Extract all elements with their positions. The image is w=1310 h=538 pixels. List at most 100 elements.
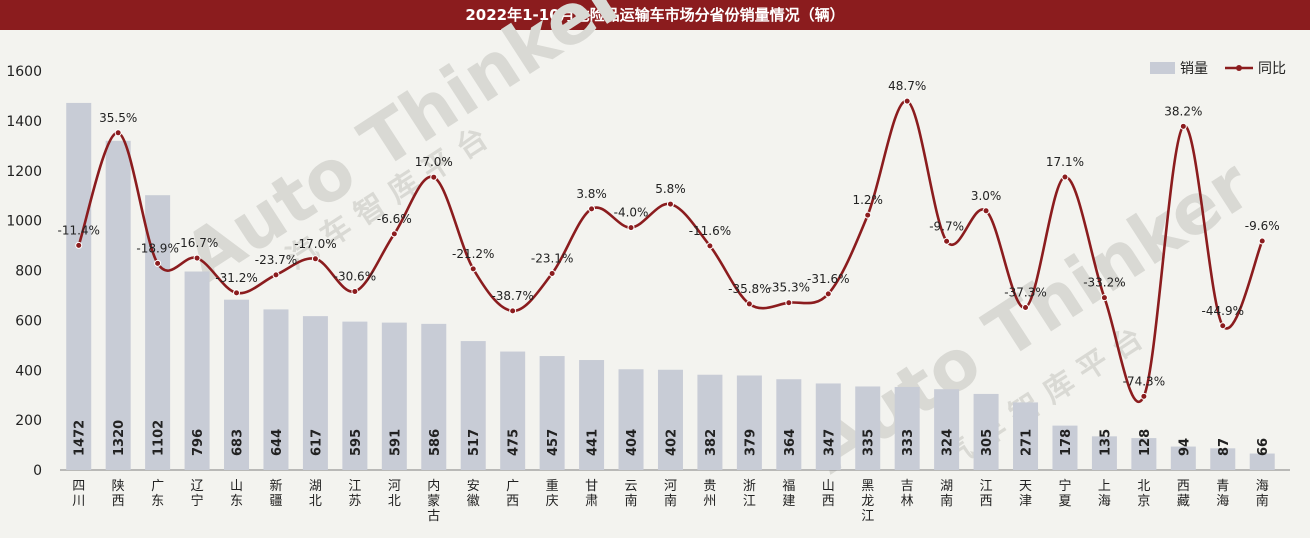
yoy-label: 48.7% (888, 79, 926, 93)
bar (973, 393, 999, 470)
y-tick-label: 200 (15, 413, 42, 429)
bar (815, 383, 841, 470)
x-tick-label: 湖南 (940, 479, 953, 509)
bar (421, 323, 447, 470)
yoy-point (785, 299, 793, 307)
x-tick-label: 四川 (72, 479, 85, 509)
x-tick-label: 江苏 (348, 479, 361, 509)
bar-labels: 1472 1320 1102 796 683 644 617 595 591 586 517 475 4… (73, 420, 1271, 456)
x-tick-label: 西藏 (1177, 479, 1190, 509)
yoy-label: -35.8% (728, 282, 770, 296)
yoy-point (272, 271, 280, 279)
bar-value-label: 402 (664, 429, 679, 456)
bar-value-label: 404 (625, 429, 640, 456)
yoy-label: -16.7% (176, 236, 218, 250)
bar-value-label: 271 (1020, 429, 1035, 456)
yoy-point (509, 307, 517, 315)
yoy-point (745, 300, 753, 308)
x-tick-label: 河南 (664, 479, 677, 509)
y-tick-label: 1200 (6, 164, 42, 180)
y-tick-label: 1400 (6, 114, 42, 130)
x-tick-label: 河北 (388, 479, 401, 509)
yoy-label: -21.2% (452, 247, 494, 261)
yoy-point (1100, 294, 1108, 302)
bar-value-label: 475 (507, 429, 522, 456)
y-tick-label: 400 (15, 363, 42, 379)
yoy-point (864, 211, 872, 219)
y-axis: 0 200 400 600 800 1000 1200 1400 1600 (6, 64, 42, 479)
yoy-label: -37.3% (1004, 286, 1046, 300)
bar-value-label: 135 (1098, 429, 1113, 456)
yoy-label: 35.5% (99, 111, 137, 125)
x-tick-label: 湖北 (309, 479, 322, 509)
bar-value-label: 87 (1217, 438, 1232, 456)
yoy-label: -6.6% (377, 212, 412, 226)
bar-value-label: 364 (783, 429, 798, 456)
yoy-label: -23.7% (255, 253, 297, 267)
yoy-point (706, 242, 714, 250)
bar (66, 102, 92, 471)
yoy-label: -38.7% (491, 289, 533, 303)
x-tick-label: 宁夏 (1058, 478, 1071, 509)
bar-value-label: 683 (231, 429, 246, 456)
yoy-point (430, 173, 438, 181)
yoy-label: 17.0% (415, 155, 453, 169)
bar-value-label: 305 (980, 429, 995, 456)
bar-value-label: 1472 (73, 420, 88, 456)
bar-value-label: 441 (586, 429, 601, 456)
yoy-label: 3.8% (576, 187, 607, 201)
bar-value-label: 595 (349, 429, 364, 456)
yoy-point (824, 290, 832, 298)
x-tick-label: 黑龙江 (861, 479, 874, 524)
legend: 销量 同比 (1150, 61, 1286, 77)
x-tick-label: 江西 (980, 479, 993, 509)
bar (302, 316, 328, 470)
yoy-point (351, 287, 359, 295)
x-tick-label: 安徽 (467, 479, 480, 509)
bar-value-label: 1320 (112, 420, 127, 456)
x-tick-label: 内蒙古 (427, 478, 440, 524)
yoy-label: -30.6% (334, 269, 376, 283)
yoy-point (903, 97, 911, 105)
yoy-label: -11.4% (57, 223, 99, 237)
x-tick-label: 浙江 (743, 479, 756, 509)
legend-swatch-bar (1150, 62, 1175, 74)
bar (184, 271, 210, 470)
yoy-point (390, 230, 398, 238)
yoy-label: -9.6% (1245, 219, 1280, 233)
yoy-label: -9.7% (929, 219, 964, 233)
yoy-point (588, 205, 596, 213)
yoy-points (75, 97, 1266, 400)
bar-value-label: 591 (388, 429, 403, 456)
yoy-point (627, 224, 635, 232)
bar (500, 351, 526, 470)
bar-value-label: 644 (270, 429, 285, 456)
x-tick-label: 福建 (782, 479, 795, 509)
x-tick-label: 辽宁 (191, 479, 204, 509)
x-tick-label: 青海 (1216, 479, 1229, 509)
y-tick-label: 600 (15, 313, 42, 329)
x-tick-label: 广西 (506, 479, 519, 509)
y-tick-label: 0 (33, 463, 42, 479)
bar (1170, 446, 1196, 470)
legend-label-bar: 销量 (1180, 61, 1208, 77)
bar-value-label: 178 (1059, 429, 1074, 456)
bar (539, 356, 565, 470)
bar (855, 386, 881, 470)
x-tick-label: 新疆 (269, 478, 282, 509)
y-tick-label: 1000 (6, 214, 42, 230)
yoy-point (469, 265, 477, 273)
yoy-line (77, 99, 1264, 403)
yoy-point (233, 289, 241, 297)
yoy-label: 1.2% (852, 193, 883, 207)
bar (381, 322, 407, 470)
yoy-point (1258, 237, 1266, 245)
bar (342, 321, 368, 470)
bar-value-label: 128 (1138, 429, 1153, 456)
x-tick-label: 陕西 (112, 479, 125, 509)
legend-label-line: 同比 (1258, 61, 1286, 77)
bar-value-label: 617 (309, 429, 324, 456)
bar (1091, 436, 1117, 470)
